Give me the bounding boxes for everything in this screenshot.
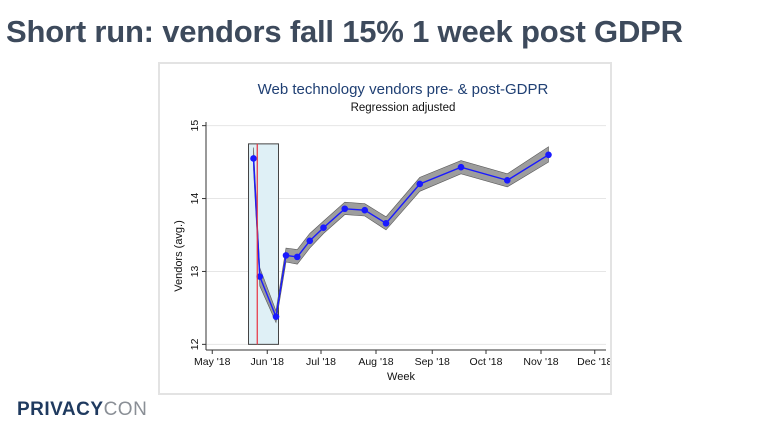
- y-tick-label-12: 12: [189, 338, 201, 350]
- axes: 12 13 14 15 May '18 Jun '18 Jul '18 Aug '18 Sep …: [189, 120, 610, 368]
- x-tick-label-1: Jun '18: [250, 356, 284, 368]
- data-point-12: [503, 177, 511, 184]
- data-point-0: [250, 155, 257, 162]
- x-axis-label: Week: [387, 371, 415, 383]
- x-tick-label-0: May '18: [194, 356, 231, 368]
- data-point-7: [341, 205, 349, 213]
- x-tick-label-5: Oct '18: [470, 356, 503, 368]
- data-point-8: [361, 206, 369, 214]
- data-point-10: [416, 180, 424, 188]
- y-tick-label-15: 15: [189, 120, 201, 132]
- y-tick-label-14: 14: [189, 193, 201, 205]
- data-layer: [250, 146, 552, 324]
- logo-text-con: CON: [103, 399, 148, 420]
- x-tick-label-3: Aug '18: [358, 356, 393, 368]
- data-point-6: [320, 224, 327, 232]
- data-point-11: [457, 163, 465, 171]
- logo-text-privacy: PRIVACY: [17, 399, 104, 420]
- x-tick-label-6: Nov '18: [523, 356, 558, 368]
- data-point-2: [272, 313, 280, 320]
- y-tick-label-13: 13: [189, 265, 201, 277]
- chart-svg: 12 13 14 15 May '18 Jun '18 Jul '18 Aug '18 Sep …: [173, 81, 610, 383]
- x-tick-label-7: Dec '18: [577, 356, 610, 368]
- series-line: [252, 154, 549, 320]
- data-point-13: [545, 151, 552, 159]
- confidence-band: [253, 146, 549, 324]
- data-point-3: [282, 252, 290, 259]
- y-axis-label: Vendors (avg.): [173, 220, 185, 292]
- privacycon-logo: PRIVACYCON: [17, 399, 147, 421]
- data-point-1: [256, 273, 264, 280]
- chart-frame: 12 13 14 15 May '18 Jun '18 Jul '18 Aug '18 Sep …: [158, 62, 612, 395]
- chart-subtitle: Regression adjusted: [351, 102, 456, 114]
- x-tick-label-4: Sep '18: [415, 356, 450, 368]
- data-point-9: [382, 220, 390, 227]
- slide-title: Short run: vendors fall 15% 1 week post …: [6, 14, 683, 49]
- chart-title: Web technology vendors pre- & post-GDPR: [258, 81, 549, 98]
- data-point-5: [306, 237, 314, 245]
- x-tick-label-2: Jul '18: [306, 356, 336, 368]
- data-point-4: [293, 253, 301, 261]
